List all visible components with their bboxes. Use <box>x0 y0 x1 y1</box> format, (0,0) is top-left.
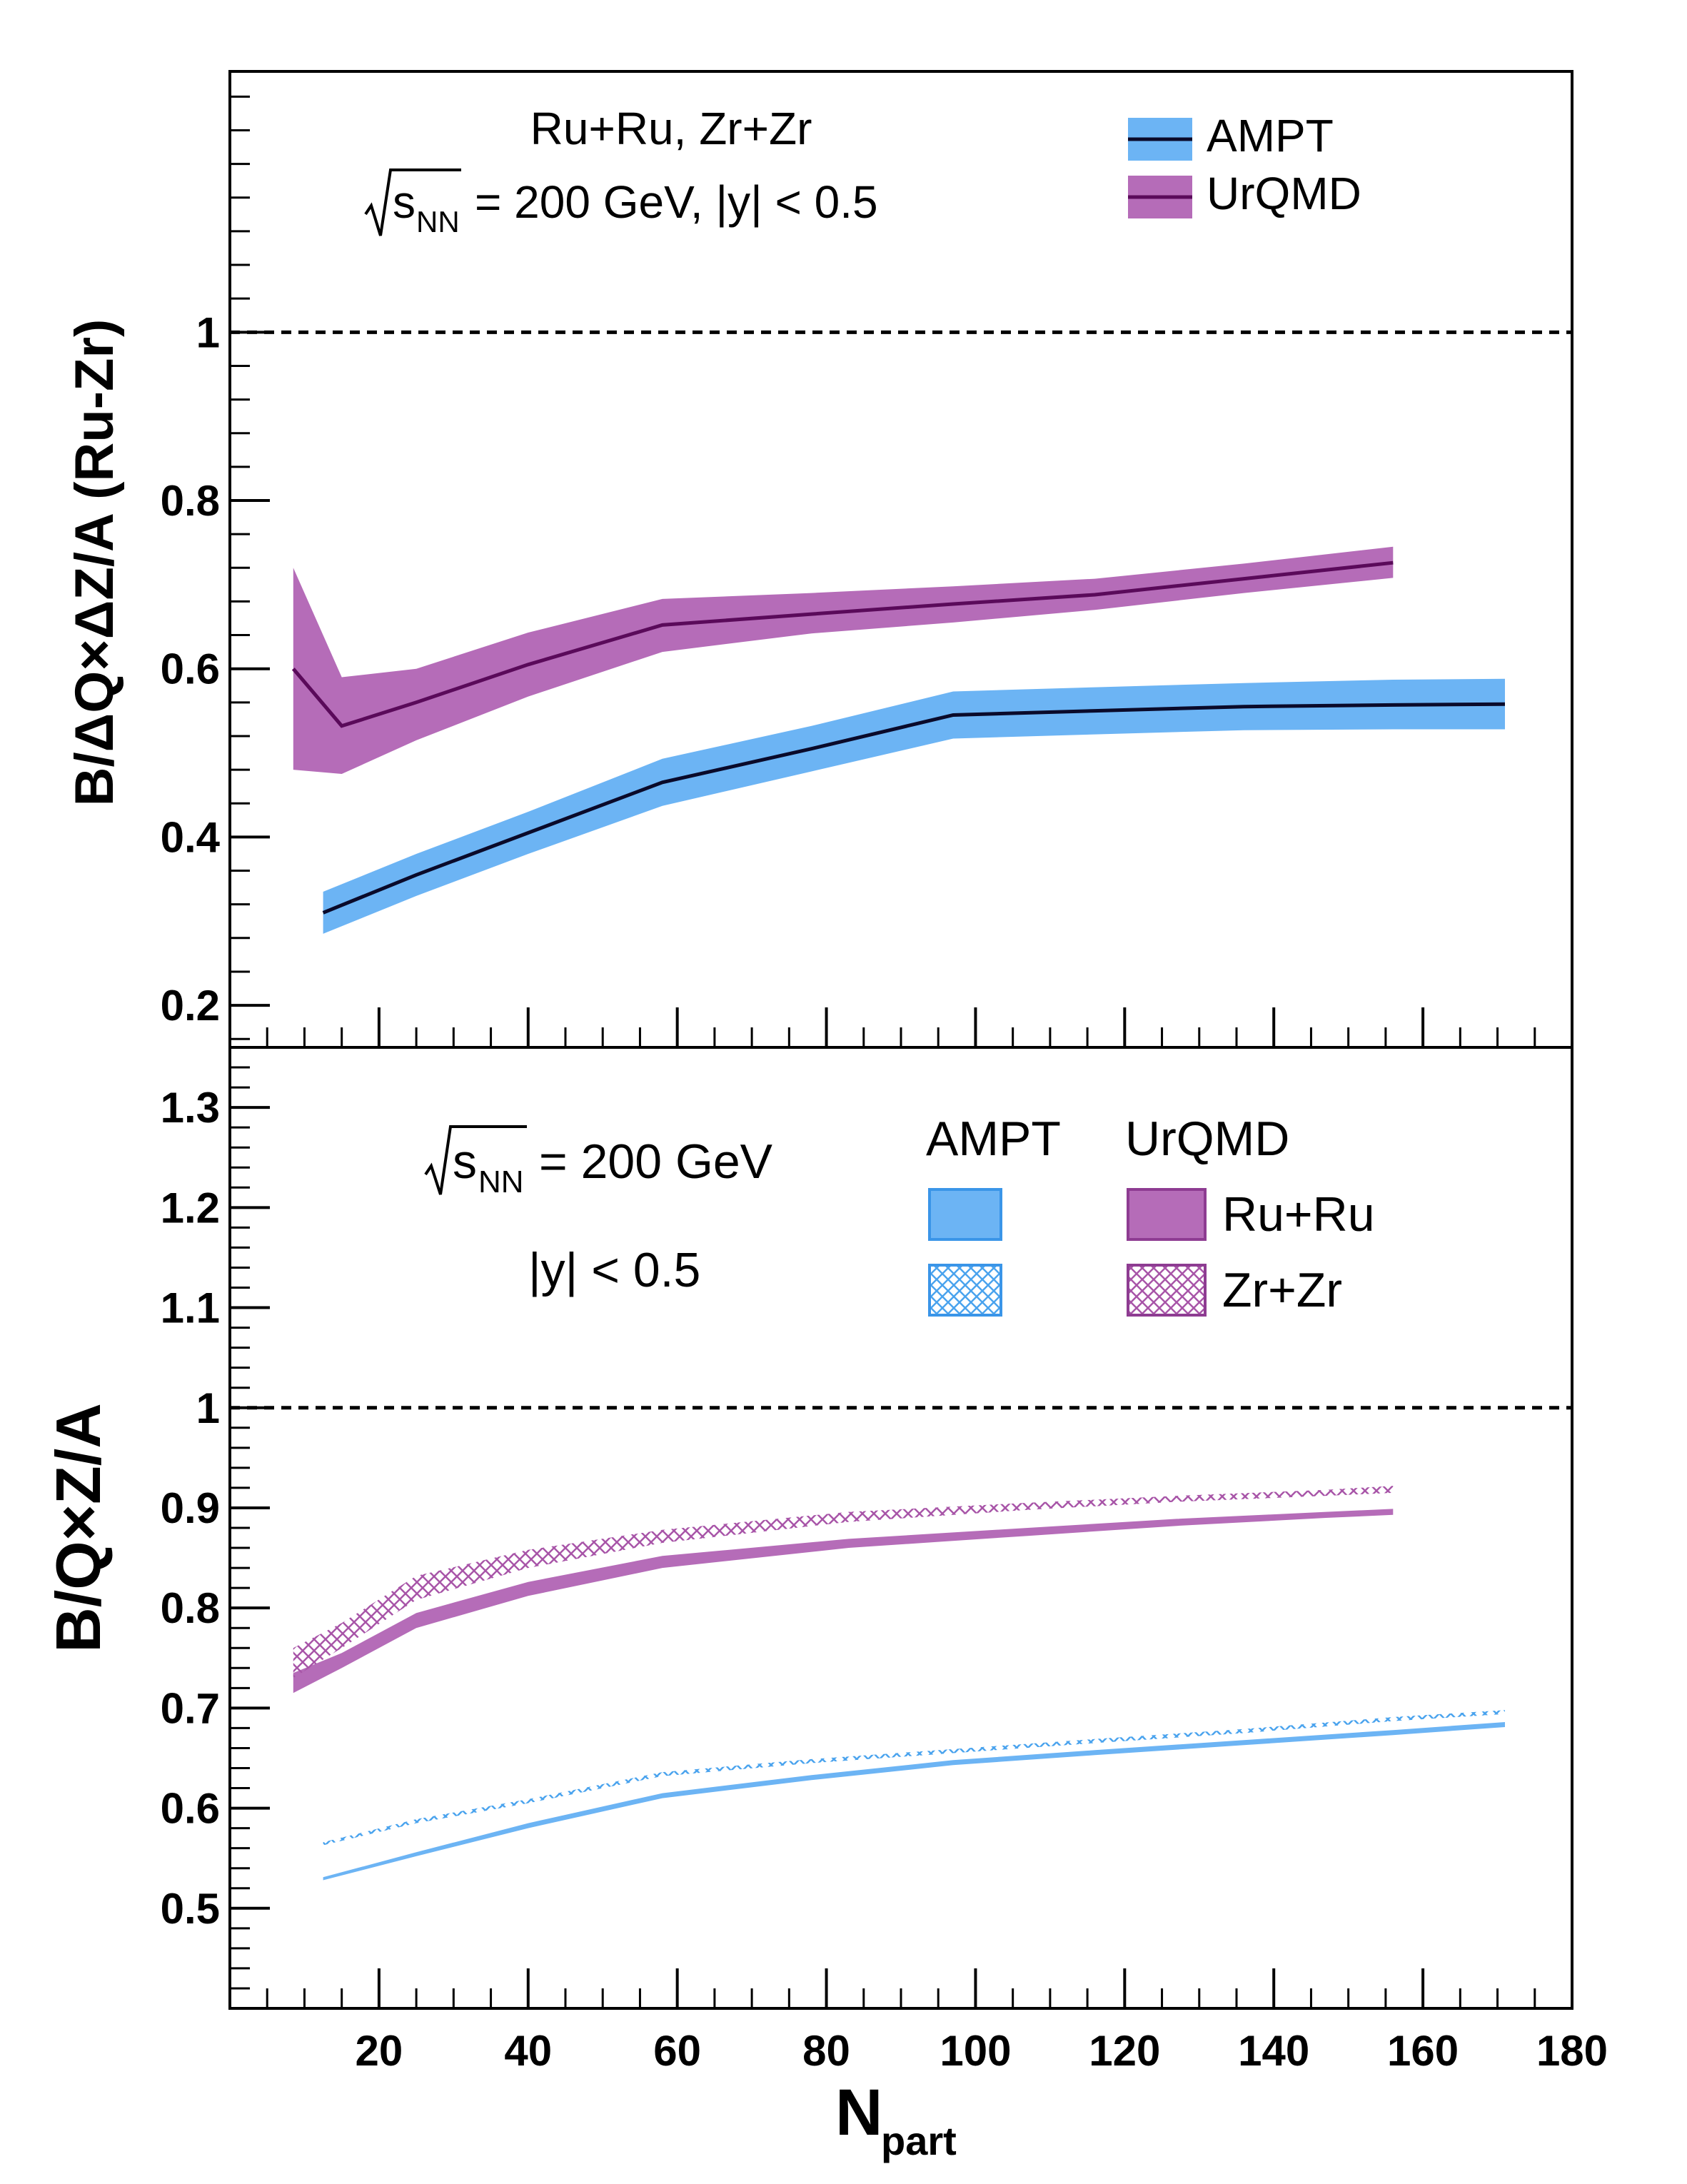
y-tick-label: 0.8 <box>161 1584 220 1632</box>
legend-row-zr: Zr+Zr <box>1222 1263 1342 1317</box>
top-bands <box>291 546 1506 934</box>
bottom-sqrt-s-sub: NN <box>478 1164 524 1199</box>
y-tick-label: 1 <box>196 308 220 356</box>
y-tick-label: 1.2 <box>161 1184 220 1232</box>
bottom-bands <box>293 1486 1506 1881</box>
x-tick-label: 120 <box>1089 2027 1160 2075</box>
sqrt-symbol <box>424 1125 527 1195</box>
y-tick-label: 0.5 <box>161 1885 220 1933</box>
x-axis-title-main: N <box>835 2076 882 2149</box>
bottom-panel: 0.5 0.6 0.7 0.8 0.9 1 1.1 1.2 1.3 20 40 60 80 100 120… <box>43 1046 1608 2163</box>
legend-col-ampt: AMPT <box>926 1112 1061 1166</box>
y-tick-label: 1 <box>196 1384 220 1432</box>
bottom-energy: = 200 GeV <box>539 1134 773 1189</box>
legend-swatch-urqmd-zr <box>1127 1264 1207 1317</box>
band-urqmd <box>293 546 1394 774</box>
bottom-y-ticks: 0.5 0.6 0.7 0.8 0.9 1 1.1 1.2 1.3 <box>161 1066 270 1990</box>
x-tick-label: 100 <box>940 2027 1011 2075</box>
bottom-annotation-rapidity: |y| < 0.5 <box>528 1243 700 1297</box>
band-ampt <box>323 678 1506 934</box>
y-tick-label: 0.8 <box>161 477 220 525</box>
y-tick-label: 0.2 <box>161 982 220 1030</box>
sqrt-symbol <box>364 168 461 236</box>
bottom-y-axis-title: B/Q×Z/A <box>43 1403 114 1653</box>
top-sqrt-s: s <box>393 176 416 228</box>
y-tick-label: 0.4 <box>161 813 221 861</box>
legend-swatch-urqmd-ru <box>1127 1188 1207 1241</box>
x-tick-label: 40 <box>504 2027 552 2075</box>
top-y-ticks: 0.2 0.4 0.6 0.8 1 <box>161 95 270 1040</box>
legend-swatch-ampt-ru <box>928 1188 1002 1241</box>
y-tick-label: 1.1 <box>161 1284 220 1332</box>
band-urqmd-ru-ru <box>293 1509 1394 1694</box>
x-tick-label: 160 <box>1387 2027 1459 2075</box>
top-x-ticks <box>266 1007 1536 1047</box>
bottom-sqrt-s: s <box>453 1134 477 1189</box>
x-axis-title-sub: part <box>881 2118 957 2163</box>
bottom-x-ticks: 20 40 60 80 100 120 140 160 180 <box>266 1968 1608 2075</box>
legend-row-ru: Ru+Ru <box>1222 1187 1375 1242</box>
legend-col-urqmd: UrQMD <box>1125 1112 1289 1166</box>
y-tick-label: 0.7 <box>161 1684 220 1732</box>
legend-swatch-ampt-zr <box>928 1264 1002 1317</box>
top-energy-rapidity: = 200 GeV, |y| < 0.5 <box>475 176 878 228</box>
y-tick-label: 0.6 <box>161 645 220 693</box>
x-tick-label: 60 <box>653 2027 701 2075</box>
y-tick-label: 1.3 <box>161 1084 220 1132</box>
bottom-annotation-energy: s NN = 200 GeV <box>424 1125 773 1199</box>
top-annotation-systems: Ru+Ru, Zr+Zr <box>530 103 812 154</box>
x-tick-label: 180 <box>1536 2027 1608 2075</box>
top-panel: 0.2 0.4 0.6 0.8 1 B/ΔQ×ΔZ/A (Ru-Zr) Ru+Ru, Z… <box>64 70 1573 1049</box>
x-axis-title: N part <box>835 2076 957 2163</box>
line-urqmd <box>291 560 1394 728</box>
band-ampt-ru-ru <box>323 1722 1506 1881</box>
top-y-axis-title: B/ΔQ×ΔZ/A (Ru-Zr) <box>64 319 125 807</box>
band-ampt-zr-zr <box>323 1710 1506 1846</box>
x-tick-label: 20 <box>356 2027 403 2075</box>
legend-label-ampt: AMPT <box>1207 110 1334 161</box>
y-tick-label: 0.9 <box>161 1484 220 1532</box>
line-ampt <box>322 702 1506 915</box>
legend-label-urqmd: UrQMD <box>1207 168 1361 219</box>
x-tick-label: 140 <box>1238 2027 1309 2075</box>
y-tick-label: 0.6 <box>161 1785 220 1833</box>
band-urqmd-zr-zr <box>293 1486 1394 1679</box>
top-legend: AMPT UrQMD <box>1128 110 1361 219</box>
x-tick-label: 80 <box>802 2027 850 2075</box>
top-sqrt-s-sub: NN <box>416 205 460 238</box>
top-annotation-energy: s NN = 200 GeV, |y| < 0.5 <box>364 168 878 238</box>
bottom-legend: AMPT UrQMD Ru+Ru Zr+Zr <box>926 1112 1375 1317</box>
